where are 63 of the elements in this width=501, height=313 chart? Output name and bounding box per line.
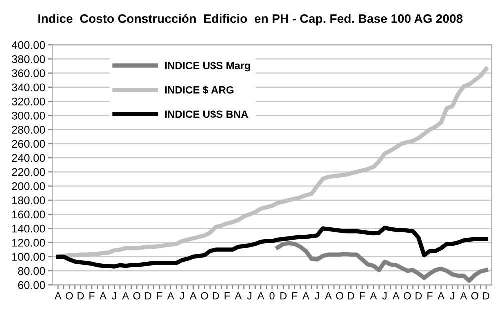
legend-label: INDICE $ ARG [165,86,234,94]
y-tick-label: 140.00 [12,224,46,233]
x-tick-label: A [460,292,468,300]
x-tick-label: D [78,292,84,300]
legend-label: INDICE U$S BNA [165,110,248,119]
x-tick-label: J [314,292,320,300]
y-tick-label: 320.00 [12,98,46,106]
y-tick-label: 400.00 [12,41,46,50]
x-tick-label: F [360,292,366,300]
x-tick-label: A [100,292,107,300]
x-tick-label: O [472,292,479,300]
x-tick-label: A [235,292,242,300]
y-tick-label: 120.00 [12,239,46,247]
x-tick-label: O [336,292,344,300]
x-tick-label: 0 [270,292,275,300]
y-tick-label: 280.00 [12,126,46,134]
x-tick-label: A [325,292,332,300]
chart-title: Indice Costo Construcción Edificio en PH - Cap. Fed. Base 100 AG 2008 [38,14,463,26]
y-tick-label: 80.00 [18,267,46,276]
y-tick-label: 100.00 [12,253,46,262]
y-tick-label: 220.00 [12,168,46,176]
x-tick-label: D [213,292,220,300]
x-tick-label: D [483,292,490,300]
x-tick-label: J [247,292,252,300]
line-series [56,226,488,269]
x-tick-label: J [450,292,454,300]
x-tick-label: F [224,292,230,300]
x-tick-label: J [112,292,116,300]
line-series [276,241,488,283]
x-tick-label: A [438,292,445,300]
y-tick-label: 60.00 [18,281,46,290]
y-tick-label: 160.00 [12,210,46,219]
x-tick-label: F [292,292,298,300]
y-tick-label: 340.00 [12,84,46,92]
y-tick-label: 360.00 [12,70,46,78]
y-tick-label: 260.00 [12,140,46,148]
x-tick-label: A [302,292,310,300]
x-tick-label: A [190,292,197,300]
x-tick-label: A [392,292,400,300]
x-tick-label: A [370,292,378,300]
legend-label: INDICE U$S Marg [165,62,250,72]
y-tick-label: 380.00 [12,55,46,64]
y-tick-label: 180.00 [12,196,46,205]
y-tick-label: 240.00 [12,154,46,162]
x-tick-label: O [201,292,208,300]
x-tick-label: O [404,292,412,300]
x-tick-label: A [122,292,130,300]
x-tick-label: F [428,292,433,300]
x-tick-label: A [54,292,62,300]
x-tick-label: A [258,292,264,300]
x-tick-label: D [348,292,354,300]
x-tick-label: J [180,292,184,300]
x-tick-label: O [134,292,141,300]
x-tick-label: F [157,292,162,300]
y-tick-label: 200.00 [12,182,46,190]
x-tick-label: D [416,292,422,300]
x-tick-label: D [145,292,152,300]
x-tick-label: A [167,292,174,300]
x-tick-label: O [66,292,74,300]
x-tick-label: F [90,292,95,300]
x-tick-label: D [280,292,287,300]
x-tick-label: J [382,292,387,300]
y-tick-label: 300.00 [12,112,46,120]
